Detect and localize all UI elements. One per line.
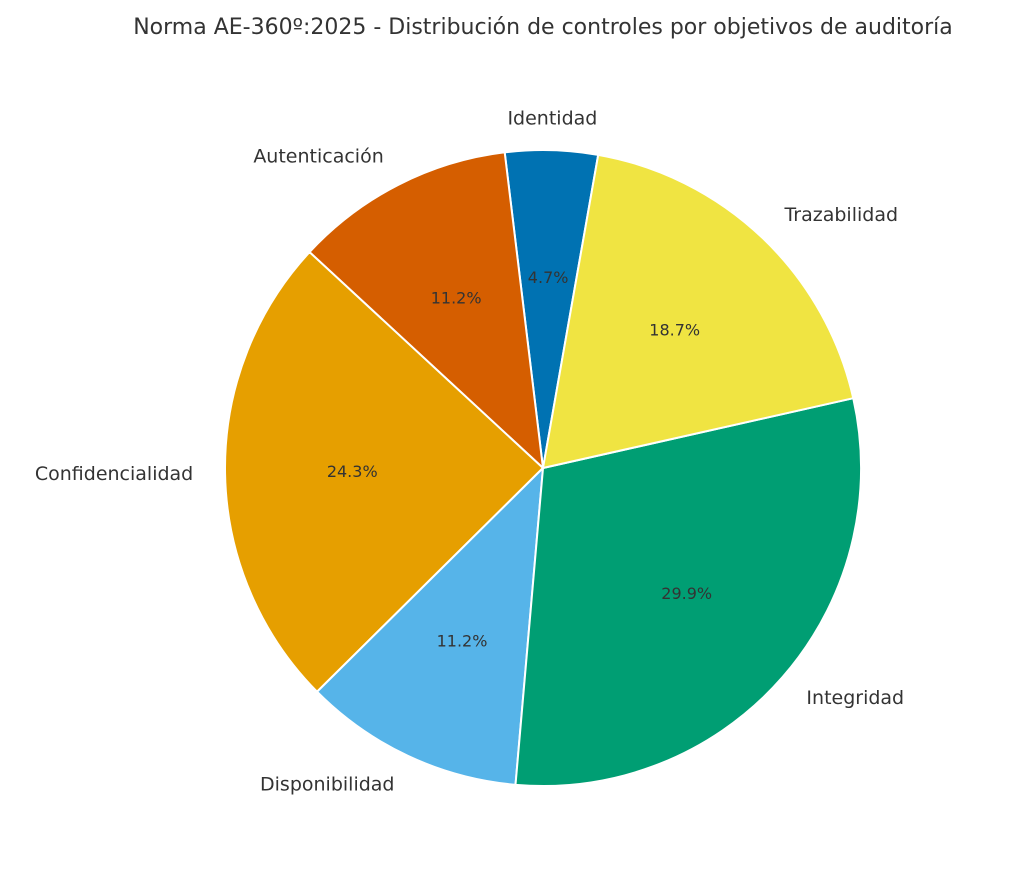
- slice-label-identidad: Identidad: [507, 107, 597, 129]
- slice-label-disponibilidad: Disponibilidad: [260, 774, 394, 796]
- pie-labels: Identidad 4.7% Autenticación 11.2% Confidenc…: [35, 107, 904, 795]
- pie-slices: [224, 149, 862, 787]
- slice-percent-integridad: 29.9%: [661, 584, 712, 603]
- slice-label-autenticacion: Autenticación: [253, 146, 383, 168]
- slice-percent-identidad: 4.7%: [528, 268, 569, 287]
- chart-title: Norma AE-360º:2025 - Distribución de con…: [133, 15, 953, 40]
- slice-percent-autenticacion: 11.2%: [431, 289, 482, 308]
- slice-percent-disponibilidad: 11.2%: [437, 631, 488, 650]
- pie-slice-disponibilidad: [316, 467, 544, 786]
- slice-percent-confidencialidad: 24.3%: [327, 462, 378, 481]
- pie-slice-confidencialidad: [224, 251, 544, 693]
- pie-slice-trazabilidad: [542, 153, 855, 469]
- pie-slice-autenticacion: [308, 151, 544, 469]
- slice-label-integridad: Integridad: [806, 687, 904, 709]
- slice-label-trazabilidad: Trazabilidad: [783, 204, 898, 226]
- pie-slice-integridad: [514, 397, 862, 787]
- slice-percent-trazabilidad: 18.7%: [649, 320, 700, 339]
- slice-label-confidencialidad: Confidencialidad: [35, 463, 193, 485]
